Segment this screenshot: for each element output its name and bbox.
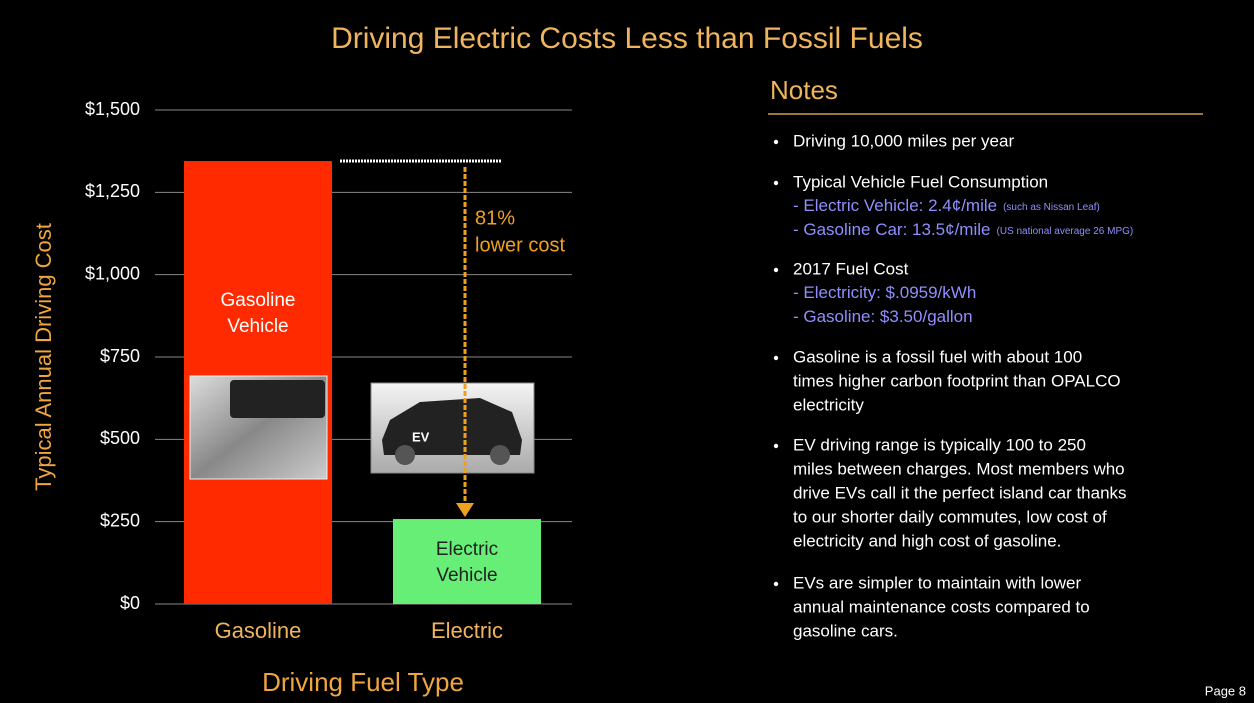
y-tick-label: $1,000 (85, 263, 140, 283)
ev-car (382, 398, 522, 455)
ev-wheel (395, 445, 415, 465)
note-line: electricity (793, 395, 864, 414)
note-line: times higher carbon footprint than OPALC… (793, 371, 1121, 390)
bullet (773, 443, 779, 449)
note-sub-line: - Electric Vehicle: 2.4¢/mile (such as Ni… (793, 196, 1100, 215)
page-number: Page 8 (1205, 683, 1246, 698)
note-sub-text: - Gasoline Car: 13.5¢/mile (793, 220, 990, 239)
note-line: drive EVs call it the perfect island car… (793, 483, 1127, 502)
x-tick-label: Gasoline (215, 618, 302, 643)
bullet (773, 180, 779, 186)
note-line: 2017 Fuel Cost (793, 259, 909, 278)
note-line: EVs are simpler to maintain with lower (793, 573, 1082, 592)
arrow-head (456, 503, 474, 518)
note-sub-line: - Gasoline Car: 13.5¢/mile (US national a… (793, 220, 1133, 239)
y-tick-label: $750 (100, 346, 140, 366)
y-tick-label: $250 (100, 510, 140, 530)
note-sub-text: - Electricity: $.0959/kWh (793, 283, 976, 302)
notes-heading: Notes (770, 75, 838, 105)
note-sub-line: - Gasoline: $3.50/gallon (793, 307, 973, 326)
y-tick-label: $1,500 (85, 99, 140, 119)
note-line: annual maintenance costs compared to (793, 597, 1090, 616)
annotation: lower cost (475, 234, 565, 256)
note-line: miles between charges. Most members who (793, 459, 1125, 478)
bar-label: Vehicle (227, 316, 288, 337)
y-tick-label: $1,250 (85, 181, 140, 201)
y-axis-label: Typical Annual Driving Cost (31, 223, 56, 491)
exhaust-car (230, 380, 325, 418)
slide-title: Driving Electric Costs Less than Fossil … (331, 22, 923, 55)
note-sub-text: - Gasoline: $3.50/gallon (793, 307, 973, 326)
annotation: 81% (475, 207, 515, 229)
y-tick-label: $0 (120, 593, 140, 613)
notes-list: Driving 10,000 miles per year Typical Veh… (773, 131, 1133, 640)
note-sub-small: (US national average 26 MPG) (996, 226, 1133, 237)
bar-label: Vehicle (436, 565, 497, 586)
note-line: EV driving range is typically 100 to 250 (793, 435, 1086, 454)
bar-label: Electric (436, 539, 498, 560)
bar-label: Gasoline (221, 290, 296, 311)
bullet (773, 267, 779, 273)
x-tick-label: Electric (431, 618, 503, 643)
ev-badge: EV (412, 429, 430, 444)
bullet (773, 581, 779, 587)
y-tick-label: $500 (100, 428, 140, 448)
x-axis-label: Driving Fuel Type (262, 667, 464, 697)
note-line: Typical Vehicle Fuel Consumption (793, 172, 1048, 191)
note-sub-text: - Electric Vehicle: 2.4¢/mile (793, 196, 997, 215)
note-sub-line: - Electricity: $.0959/kWh (793, 283, 976, 302)
bar (393, 519, 541, 604)
note-line: gasoline cars. (793, 621, 898, 640)
note-line: Driving 10,000 miles per year (793, 131, 1014, 150)
note-line: Gasoline is a fossil fuel with about 100 (793, 347, 1082, 366)
bullet (773, 139, 779, 145)
ev-wheel (490, 445, 510, 465)
bullet (773, 355, 779, 361)
note-sub-small: (such as Nissan Leaf) (1003, 202, 1100, 213)
note-line: to our shorter daily commutes, low cost … (793, 507, 1107, 526)
note-line: electricity and high cost of gasoline. (793, 531, 1061, 550)
